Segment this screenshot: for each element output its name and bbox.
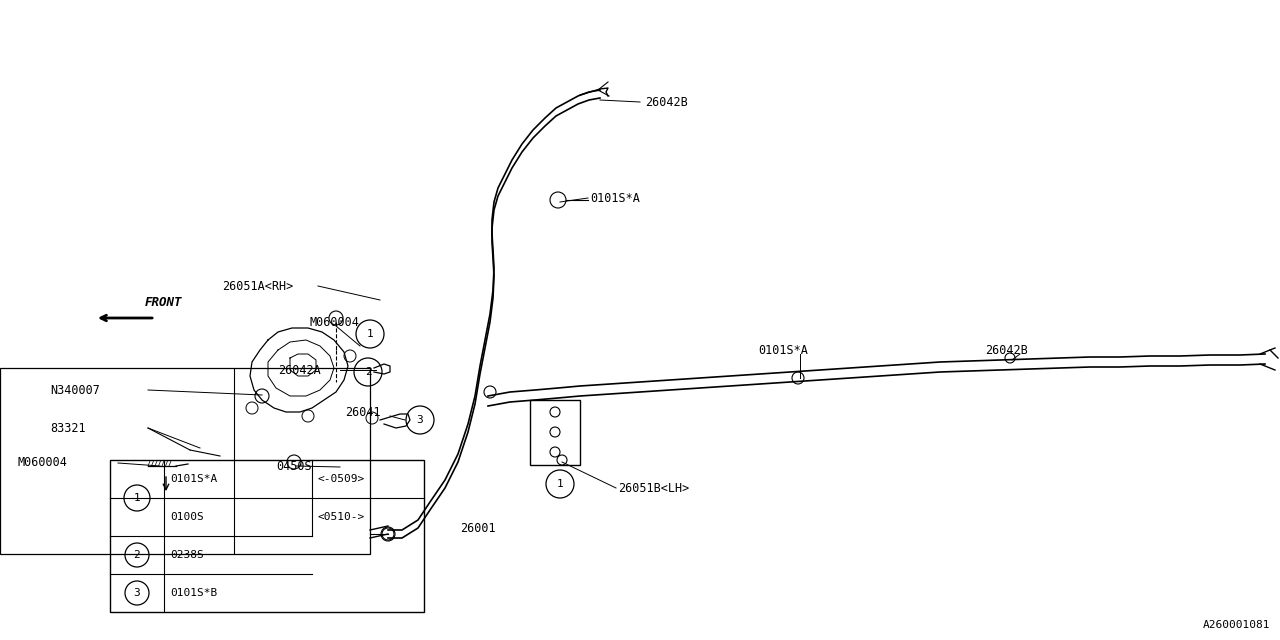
Text: 83321: 83321 [50, 422, 86, 435]
Bar [0, 368, 370, 554]
Text: 0100S: 0100S [170, 512, 204, 522]
Bar [110, 460, 424, 612]
Text: 0101S*A: 0101S*A [758, 344, 808, 356]
Text: 0101S*A: 0101S*A [170, 474, 218, 484]
Text: 26001: 26001 [460, 522, 495, 534]
Text: 1: 1 [557, 479, 563, 489]
Text: 0101S*A: 0101S*A [590, 191, 640, 205]
Text: 26042B: 26042B [645, 95, 687, 109]
Text: 1: 1 [133, 493, 141, 503]
Text: 26042A: 26042A [278, 364, 321, 376]
Text: 26051B<LH>: 26051B<LH> [618, 481, 689, 495]
Text: 3: 3 [133, 588, 141, 598]
Text: M060004: M060004 [18, 456, 68, 470]
Text: 0101S*B: 0101S*B [170, 588, 218, 598]
Text: M060004: M060004 [310, 316, 360, 328]
Text: FRONT: FRONT [145, 296, 183, 308]
Text: <0510->: <0510-> [317, 512, 365, 522]
Text: 0450S: 0450S [276, 461, 311, 474]
Text: 3: 3 [416, 415, 424, 425]
Bar [530, 400, 580, 465]
Text: 2: 2 [365, 367, 371, 377]
Text: 2: 2 [133, 550, 141, 560]
Text: 1: 1 [366, 329, 374, 339]
Text: <-0509>: <-0509> [317, 474, 365, 484]
Text: 0238S: 0238S [170, 550, 204, 560]
Text: N340007: N340007 [50, 383, 100, 397]
Text: 26041: 26041 [346, 406, 380, 419]
Text: 26042B: 26042B [986, 344, 1028, 356]
Text: 26051A<RH>: 26051A<RH> [221, 280, 293, 292]
Text: A260001081: A260001081 [1202, 620, 1270, 630]
